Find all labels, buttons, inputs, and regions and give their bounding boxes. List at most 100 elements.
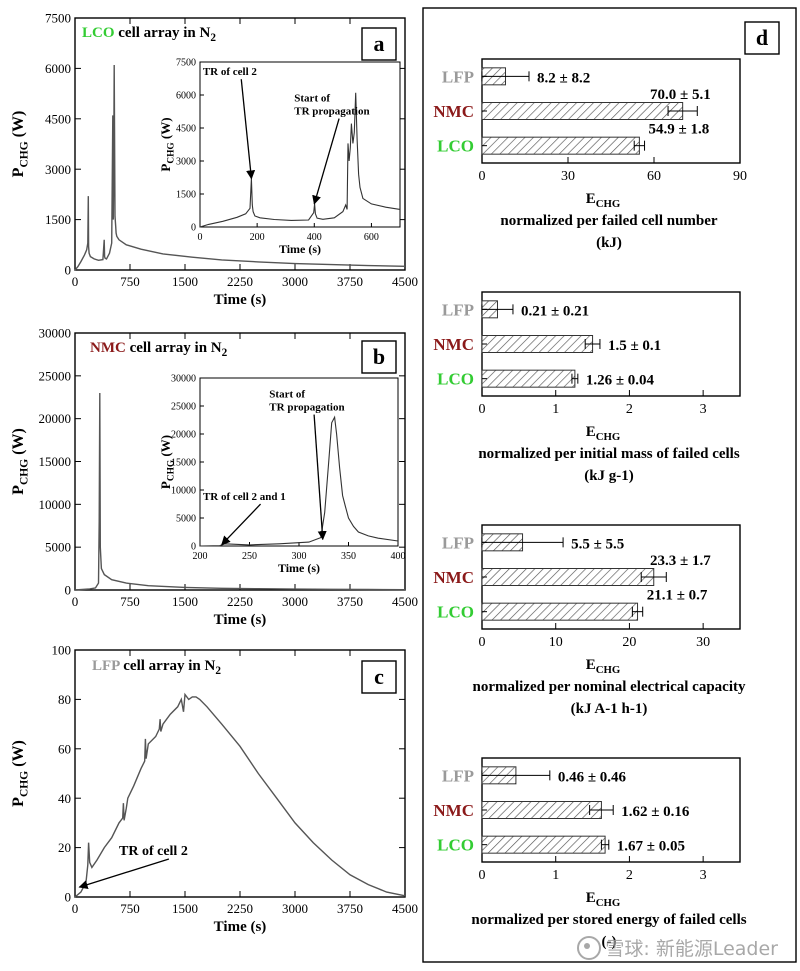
y-tick-label: 4500 <box>45 111 71 126</box>
x-tick-label: 2250 <box>227 901 253 916</box>
chart-title-part: 2 <box>210 32 216 44</box>
x-tick-label: 30 <box>696 635 710 650</box>
bar-subplot-1: LFP 8.2 ± 8.2 NMC 70.0 ± 5.1 LCO 54.9 ± 1.8 0 3… <box>433 58 747 251</box>
x-tick-label: 1500 <box>172 901 198 916</box>
value-label: 54.9 ± 1.8 <box>649 122 710 138</box>
x-tick-label: 90 <box>733 169 747 184</box>
category-label-lfp: LFP <box>442 67 474 86</box>
x-tick-label: 2 <box>626 868 633 883</box>
value-label: 1.67 ± 0.05 <box>617 839 685 855</box>
plot-frame <box>74 649 406 898</box>
y-axis-label-unit: (W) <box>10 740 27 771</box>
y-axis-label: PCHG (W) <box>10 428 30 495</box>
x-axis-label: ECHG <box>586 424 621 443</box>
chart-title-part: 2 <box>222 347 228 359</box>
y-axis-label-unit: (W) <box>10 428 27 459</box>
y-tick-label: 0 <box>191 542 196 553</box>
annotation-arrow <box>78 858 170 890</box>
x-axis-label-base: E <box>586 191 596 207</box>
y-tick-label: 7500 <box>176 58 196 69</box>
panel-letter-box <box>744 21 780 55</box>
bar-nmc <box>481 801 602 819</box>
x-axis-label-base: E <box>586 657 596 673</box>
y-tick-label: 0 <box>191 223 196 234</box>
series-line <box>199 415 399 547</box>
y-tick-label: 10000 <box>171 486 196 497</box>
x-tick-label: 0 <box>479 169 486 184</box>
chart-c-lfp: 0 750 1500 2250 3000 3750 4500 0 20 40 60 80 100 Time… <box>10 643 418 935</box>
x-axis-label: ECHG <box>586 890 621 909</box>
x-axis-label: Time (s) <box>214 612 267 628</box>
annotation-text: TR propagation <box>269 402 344 414</box>
bar-lco <box>481 602 639 621</box>
value-label: 0.21 ± 0.21 <box>521 303 589 319</box>
chart-title-part: 2 <box>215 665 221 677</box>
y-axis-label-base: P <box>10 797 27 807</box>
x-tick-label: 10 <box>549 635 563 650</box>
x-tick-label: 600 <box>364 232 379 243</box>
caption-line: normalized per nominal electrical capaci… <box>473 679 746 695</box>
x-tick-label: 0 <box>198 232 203 243</box>
annotation-arrow <box>313 414 327 541</box>
value-label: 5.5 ± 5.5 <box>571 536 624 552</box>
chart-title: LFP cell array in N2 <box>92 658 221 677</box>
caption-line: (kJ A-1 h-1) <box>571 701 648 717</box>
value-label: 1.26 ± 0.04 <box>586 373 655 389</box>
x-tick-label: 0 <box>479 635 486 650</box>
y-tick-label: 5000 <box>176 514 196 525</box>
x-tick-label: 2 <box>626 402 633 417</box>
y-tick-label: 6000 <box>176 91 196 102</box>
y-tick-label: 20 <box>58 840 71 855</box>
value-label: 1.5 ± 0.1 <box>608 338 661 354</box>
watermark-text: 雪球: 新能源Leader <box>605 938 778 960</box>
watermark: 雪球: 新能源Leader <box>577 934 778 961</box>
panel-letter: c <box>374 664 384 689</box>
x-tick-label: 3750 <box>337 901 363 916</box>
category-label-lfp: LFP <box>442 533 474 552</box>
x-tick-label: 750 <box>120 594 140 609</box>
chart-a-lco: 0 750 1500 2250 3000 3750 4500 0 1500 3000 4500 600… <box>10 11 418 308</box>
annotation-text: TR of cell 2 and 1 <box>203 491 286 503</box>
x-tick-label: 2250 <box>227 594 253 609</box>
x-tick-label: 0 <box>72 901 79 916</box>
y-axis-label-unit: (W) <box>158 435 173 460</box>
x-tick-label: 3000 <box>282 594 308 609</box>
x-tick-label: 250 <box>242 551 257 562</box>
panel-letter: b <box>373 344 385 369</box>
y-tick-label: 1500 <box>176 190 196 201</box>
y-axis-label: PCHG (W) <box>158 117 177 171</box>
x-tick-label: 750 <box>120 274 140 289</box>
caption-line: (kJ) <box>596 235 622 251</box>
chart-title-part: cell array in N <box>115 25 211 41</box>
x-tick-label: 3750 <box>337 274 363 289</box>
y-tick-label: 30000 <box>39 326 72 341</box>
value-label: 8.2 ± 8.2 <box>537 70 590 86</box>
y-tick-label: 0 <box>65 890 72 905</box>
y-axis-label-base: P <box>158 164 173 172</box>
y-axis-label: PCHG (W) <box>158 435 177 489</box>
y-axis-label-sub: CHG <box>167 459 177 481</box>
chart-title-part: NMC <box>90 340 126 356</box>
caption-line: (-) <box>602 934 617 950</box>
bar-lco <box>481 136 640 155</box>
x-tick-label: 20 <box>622 635 636 650</box>
y-tick-label: 4500 <box>176 124 196 135</box>
x-tick-label: 3 <box>700 868 707 883</box>
category-label-nmc: NMC <box>433 568 474 587</box>
y-tick-label: 10000 <box>39 497 72 512</box>
category-label-nmc: NMC <box>433 102 474 121</box>
annotation-arrow <box>221 503 262 546</box>
chart-d-bars: d LFP 8.2 ± 8.2 NMC 70.0 ± 5.1 LCO 54.9 ± 1.8 0… <box>433 21 780 950</box>
x-tick-label: 400 <box>307 232 322 243</box>
x-axis-label-sub: CHG <box>596 198 621 210</box>
annotation-arrow <box>240 79 256 180</box>
y-tick-label: 15000 <box>39 454 72 469</box>
caption-line: normalized per initial mass of failed ce… <box>478 446 740 462</box>
category-label-lco: LCO <box>437 137 474 156</box>
y-tick-label: 30000 <box>171 374 196 385</box>
x-tick-label: 30 <box>561 169 575 184</box>
y-tick-label: 0 <box>65 583 72 598</box>
caption-line: (kJ g-1) <box>584 468 634 484</box>
category-label-nmc: NMC <box>433 335 474 354</box>
x-axis-label-sub: CHG <box>596 431 621 443</box>
